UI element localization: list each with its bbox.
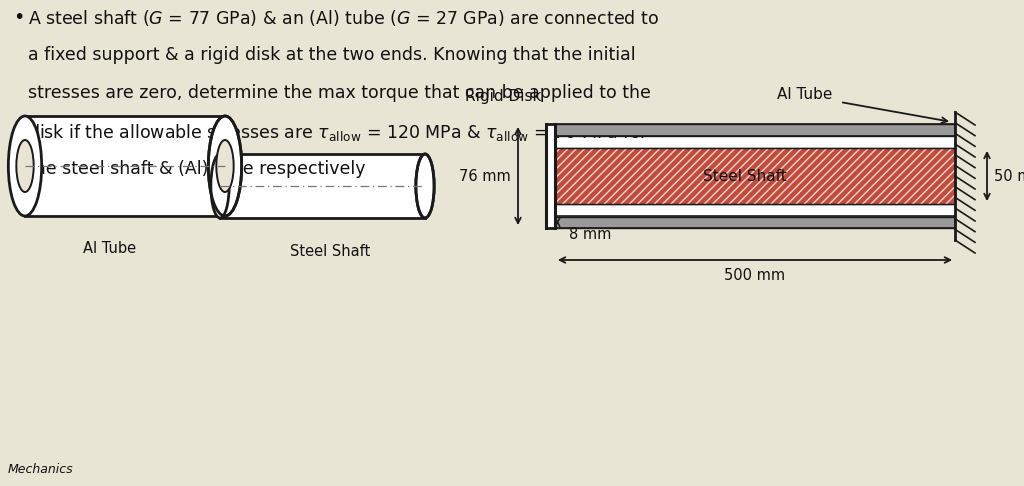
Bar [547, 125, 554, 227]
Bar [555, 148, 955, 204]
Text: the steel shaft & (Al) tube respectively: the steel shaft & (Al) tube respectively [28, 160, 366, 178]
Bar [555, 204, 955, 216]
Text: •: • [13, 8, 25, 27]
Polygon shape [25, 116, 225, 216]
Bar [555, 216, 955, 228]
Text: A steel shaft ($G$ = 77 GPa) & an (Al) tube ($G$ = 27 GPa) are connected to: A steel shaft ($G$ = 77 GPa) & an (Al) t… [28, 8, 658, 28]
Text: 500 mm: 500 mm [724, 268, 785, 283]
Text: Steel Shaft: Steel Shaft [703, 169, 786, 184]
Ellipse shape [211, 154, 229, 218]
Text: stresses are zero, determine the max torque that can be applied to the: stresses are zero, determine the max tor… [28, 84, 651, 102]
Text: disk if the allowable stresses are $\tau_\mathrm{allow}$ = 120 MPa & $\tau_\math: disk if the allowable stresses are $\tau… [28, 122, 649, 143]
Text: Steel Shaft: Steel Shaft [290, 244, 370, 259]
Ellipse shape [208, 116, 242, 216]
Text: Mechanics: Mechanics [8, 463, 74, 476]
Text: a fixed support & a rigid disk at the two ends. Knowing that the initial: a fixed support & a rigid disk at the tw… [28, 46, 636, 64]
Ellipse shape [416, 154, 434, 218]
Bar [555, 148, 955, 204]
Bar [546, 124, 555, 228]
Bar [555, 136, 955, 148]
Ellipse shape [216, 140, 233, 192]
Text: Al Tube: Al Tube [83, 241, 136, 256]
Text: 76 mm: 76 mm [459, 169, 511, 184]
Bar [555, 124, 955, 136]
Text: Al Tube: Al Tube [777, 87, 833, 102]
Ellipse shape [16, 140, 34, 192]
Polygon shape [220, 154, 425, 218]
Text: 50 mm: 50 mm [994, 169, 1024, 184]
Text: 8 mm: 8 mm [569, 227, 611, 242]
Text: Rigid Disk: Rigid Disk [465, 89, 541, 104]
Ellipse shape [8, 116, 42, 216]
